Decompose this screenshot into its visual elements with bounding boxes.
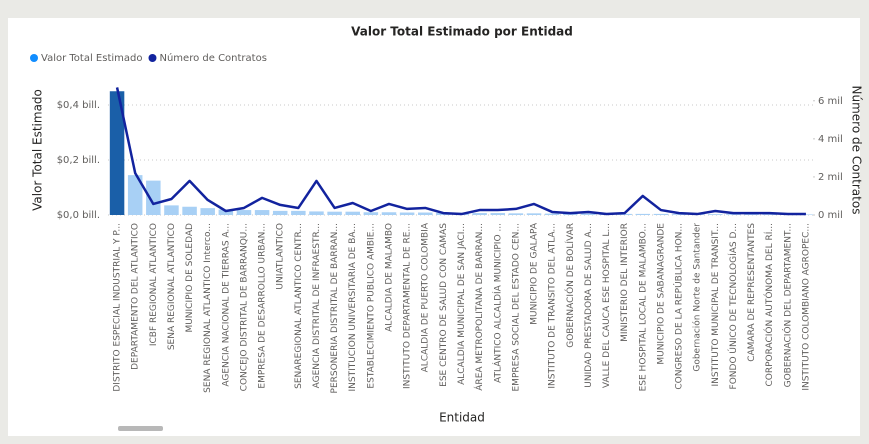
bar [708, 214, 723, 215]
x-tick-label: GOBERNACIÓN DE BOLÍVAR [564, 223, 576, 348]
bar [363, 212, 379, 215]
x-tick-label: ALCALDIA MUNICIPAL DE SAN JACI... [457, 223, 467, 385]
x-tick-label: ESE HOSPITAL LOCAL DE MALAMBO... [638, 223, 648, 391]
bar [345, 211, 360, 215]
bar [526, 213, 542, 215]
x-tick-label: CONCEJO DISTRITAL DE BARRANQU... [239, 223, 249, 391]
x-tick-label: INSTITUTO DE TRANSITO DEL ATLA... [548, 223, 558, 389]
x-tick-label: MUNICIPIO DE SABANAGRANDE [656, 223, 666, 365]
y2-tick-label: 0 mil [818, 210, 843, 221]
x-tick-label: EMPRESA DE DESARROLLO URBAN... [258, 223, 268, 389]
x-tick-label: ALCALDIA DE PUERTO COLOMBIA [421, 222, 431, 372]
bar [417, 212, 433, 215]
x-tick-label: SENAREGIONAL ATLANTICO CENTR... [294, 223, 304, 389]
bar [127, 175, 143, 215]
x-tick-label: DEPARTAMENTO DEL ATLANTICO [131, 223, 141, 370]
x-tick-label: INSTITUTO DEPARTAMENTAL DE RE... [403, 223, 413, 389]
bar [490, 213, 506, 215]
x-tick-label: MUNICIPIO DE SOLEDAD [185, 223, 195, 333]
bar [671, 214, 687, 215]
bar [744, 214, 759, 215]
x-tick-label: MUNICIPIO DE GALAPA [530, 222, 540, 325]
scrollbar[interactable] [118, 426, 163, 431]
bar [236, 210, 252, 215]
bar [254, 210, 270, 215]
bar [726, 214, 741, 215]
bar [146, 180, 161, 215]
bar [635, 213, 651, 215]
x-tick-label: Gobernación Norte de Santander [692, 223, 703, 372]
bar [309, 211, 324, 215]
x-tick-label: ÁREA METROPOLITANA DE BARRAN... [473, 223, 485, 391]
bar [200, 208, 215, 215]
x-tick-label: CORPORACIÓN AUTÓNOMA DEL RÍ... [763, 223, 775, 387]
x-tick-label: INSTITUCION UNIVERSITARIA DE BA... [348, 223, 358, 392]
bar [327, 211, 342, 215]
x-tick-label: UNIDAD PRESTADORA DE SALUD A... [584, 223, 594, 388]
x-tick-label: ESE CENTRO DE SALUD CON CAMAS [439, 223, 449, 387]
x-tick-label: DISTRITO ESPECIAL INDUSTRIAL Y P... [113, 223, 123, 392]
bar [762, 214, 777, 215]
x-tick-label: MINISTERIO DEL INTERIOR [620, 223, 630, 342]
bar [544, 213, 560, 215]
x-tick-label: INSTITUTO COLOMBIANO AGROPEC... [801, 223, 811, 391]
y-axis-title: Valor Total Estimado [31, 89, 45, 211]
bar [164, 205, 179, 215]
x-tick-label: ALCALDIA DE MALAMBO [384, 223, 394, 332]
line [115, 87, 806, 216]
bar [472, 213, 487, 215]
bar [508, 213, 524, 215]
x-tick-label: AGENCIA NACIONAL DE TIERRAS A... [221, 223, 231, 387]
x-tick-label: INSTITUTO MUNICIPAL DE TRANSIT... [711, 223, 721, 386]
y-tick-label: $0,4 bill. [57, 100, 100, 111]
x-tick-label: ICBF REGIONAL ATLANTICO [149, 223, 159, 346]
bar [381, 212, 397, 215]
x-axis-title: Entidad [439, 411, 485, 425]
x-tick-label: ESTABLECIMIENTO PUBLICO AMBIE... [366, 223, 376, 389]
panel [8, 18, 860, 436]
legend-marker [30, 54, 38, 62]
x-tick-label: GOBERNACIÓN DEL DEPARTAMENT... [781, 223, 793, 387]
legend-entry: Valor Total Estimado [41, 53, 142, 64]
x-tick-label: AGENCIA DISTRITAL DE INFRAESTR... [312, 223, 322, 388]
x-tick-label: ATLÁNTICO ALCALDÍA MUNICIPIO ... [491, 223, 503, 383]
x-tick-label: UNIATLANTICO [276, 223, 286, 290]
bar [617, 213, 632, 215]
y2-axis-title: Número de Contratos [850, 86, 864, 215]
bar [272, 210, 288, 215]
legend-marker [148, 54, 157, 62]
x-tick-label: EMPRESA SOCIAL DEL ESTADO CEN... [511, 223, 521, 392]
bar [399, 212, 415, 215]
bar [109, 91, 125, 215]
x-tick-label: CAMARA DE REPRESENTANTES [747, 223, 757, 362]
bar [182, 206, 197, 215]
y-tick-label: $0,0 bill. [57, 210, 100, 221]
chart-title: Valor Total Estimado por Entidad [351, 25, 573, 39]
y2-tick-label: 4 mil [818, 134, 843, 145]
x-tick-label: SENA REGIONAL ATLANTICO [167, 223, 177, 350]
x-tick-label: VALLE DEL CAUCA ESE HOSPITAL L... [602, 223, 612, 388]
x-tick-label: CONGRESO DE LA REPÚBLICA HON... [673, 223, 685, 390]
y2-tick-label: 6 mil [818, 96, 843, 107]
legend-entry: Número de Contratos [159, 52, 266, 64]
bar [653, 213, 669, 215]
x-tick-label: PERSONERIA DISTRITAL DE BARRAN... [330, 223, 340, 393]
y-tick-label: $0,2 bill. [57, 155, 100, 166]
x-tick-label: SENA REGIONAL ATLANTICO Interco... [203, 223, 213, 393]
x-tick-label: FONDO ÚNICO DE TECNOLOGÍAS D... [727, 223, 739, 389]
bar [291, 210, 306, 215]
y2-tick-label: 2 mil [818, 172, 843, 183]
bar [581, 213, 596, 215]
